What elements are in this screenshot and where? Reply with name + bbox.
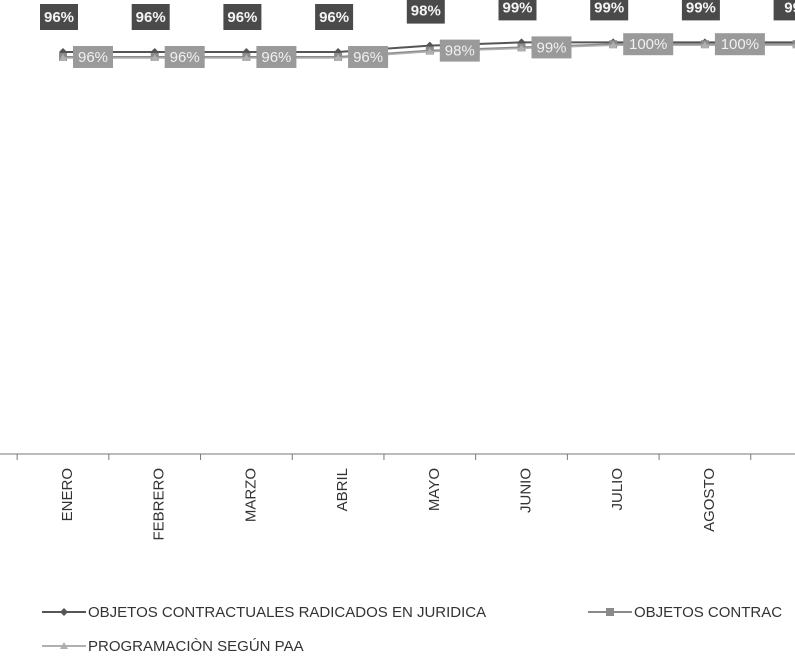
series-3-point <box>792 44 795 49</box>
series-3-point <box>334 54 343 61</box>
data-label: 99 <box>784 0 795 16</box>
series-3-point <box>242 54 251 61</box>
data-label-box <box>531 36 572 59</box>
data-label-box <box>439 39 480 62</box>
data-label: 96% <box>261 49 291 66</box>
legend-label: PROGRAMACIÒN SEGÚN PAA <box>88 638 304 655</box>
data-label-box <box>348 46 389 68</box>
data-label: 100% <box>629 36 667 53</box>
data-label: 96% <box>44 9 74 26</box>
data-label-box <box>223 4 262 30</box>
data-label-box <box>590 0 629 21</box>
data-label: 96% <box>170 49 200 66</box>
x-tick-label: MARZO <box>242 468 259 522</box>
data-label: 96% <box>353 49 383 66</box>
data-label-box <box>406 0 445 24</box>
data-label-box <box>315 4 354 30</box>
x-tick-label: AGOSTO <box>701 468 718 532</box>
data-label-box <box>623 33 674 56</box>
data-label-box <box>773 0 795 21</box>
data-label-box <box>681 0 720 21</box>
series-3-point <box>517 44 526 52</box>
data-label: 96% <box>319 9 349 26</box>
data-label: 99% <box>536 39 566 56</box>
data-label-box <box>498 0 537 21</box>
legend-marker <box>60 608 68 616</box>
x-tick-label: MAYO <box>426 468 443 511</box>
legend-marker <box>606 608 614 616</box>
x-tick-label: JULIO <box>609 468 626 511</box>
data-label: 96% <box>136 9 166 26</box>
data-label-box <box>164 46 205 68</box>
data-label: 99% <box>686 0 716 16</box>
x-axis: ENERO FEBRERO MARZO ABRIL MAYO JUNIO JULIO AGOS… <box>0 453 795 565</box>
data-label: 96% <box>78 49 108 66</box>
x-tick-label: ENERO <box>59 468 76 521</box>
data-label: 98% <box>445 43 475 60</box>
x-tick-label: SEPTIEMBRE <box>793 468 795 565</box>
data-label-box <box>256 46 297 68</box>
data-label-box <box>131 4 170 30</box>
series-3-point <box>150 54 159 61</box>
x-tick-label: ABRIL <box>334 468 351 511</box>
data-label: 100% <box>721 36 759 53</box>
legend-marker <box>60 642 68 649</box>
legend-label: OBJETOS CONTRAC <box>634 604 782 621</box>
x-tick-label: JUNIO <box>517 468 534 513</box>
data-label: 96% <box>227 9 257 26</box>
data-labels: 96% 96% 96% 96% 98% 99% 99% 99% 99 96% 96% 96% 96% 98… <box>40 0 795 68</box>
x-tick-label: FEBRERO <box>151 468 168 541</box>
data-label-box <box>73 46 113 68</box>
data-label: 99% <box>502 0 532 16</box>
series-3-point <box>609 41 618 49</box>
series-lines <box>59 38 795 61</box>
series-3-point <box>59 54 67 61</box>
legend: OBJETOS CONTRACTUALES RADICADOS EN JURID… <box>42 604 782 655</box>
series-3-point <box>700 41 709 49</box>
data-label-box <box>40 4 78 30</box>
legend-label: OBJETOS CONTRACTUALES RADICADOS EN JURID… <box>88 604 486 621</box>
series-2-point <box>792 40 795 49</box>
series-3-point <box>425 47 434 55</box>
data-label: 98% <box>411 3 441 20</box>
data-label: 99% <box>594 0 624 16</box>
data-label-box <box>714 33 765 56</box>
